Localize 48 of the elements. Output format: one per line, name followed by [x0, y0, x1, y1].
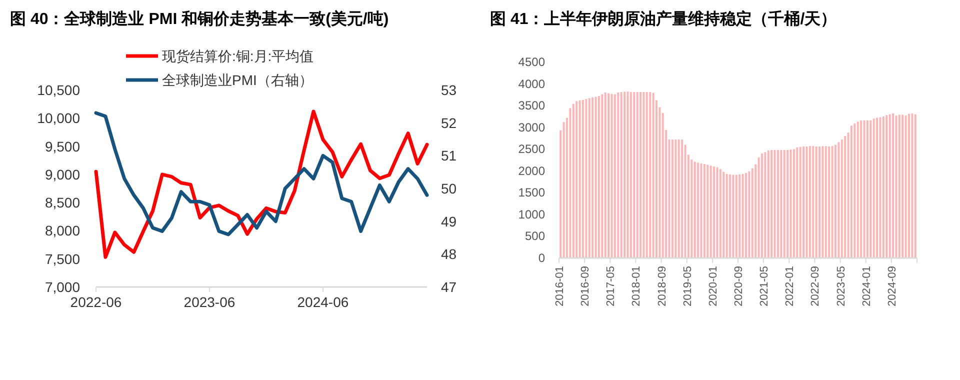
x-tick-label: 2022-01	[784, 266, 796, 306]
y2-tick-label: 52	[441, 114, 457, 131]
y-tick-label: 500	[524, 229, 546, 244]
y-tick-label: 1500	[518, 186, 546, 200]
y-tick-label: 0	[538, 251, 546, 265]
x-tick-label: 2020-01	[707, 266, 720, 306]
x-tick-label: 2018-01	[630, 266, 643, 306]
y-tick-label: 9,000	[44, 166, 80, 182]
y2-tick-label: 47	[441, 279, 457, 295]
x-tick-label: 2024-06	[297, 294, 349, 310]
y-tick-label: 2000	[518, 164, 546, 178]
chart-title: 图 41：上半年伊朗原油产量维持稳定（千桶/天）	[490, 9, 837, 28]
chart-title: 图 40：全球制造业 PMI 和铜价走势基本一致(美元/吨)	[10, 9, 389, 28]
x-tick-label: 2016-09	[580, 266, 592, 306]
x-tick-label: 2024-01	[860, 266, 873, 306]
y-tick-label: 3500	[518, 98, 546, 113]
y-tick-label: 4000	[518, 76, 546, 91]
y2-tick-label: 53	[441, 82, 457, 98]
y2-tick-label: 50	[441, 180, 457, 196]
x-tick-label: 2018-09	[656, 266, 668, 306]
y2-tick-label: 49	[441, 213, 457, 230]
y-tick-label: 1000	[518, 207, 546, 222]
x-tick-label: 2020-09	[733, 266, 745, 306]
y-tick-label: 7,000	[44, 279, 80, 295]
y2-tick-label: 48	[441, 246, 457, 262]
y-tick-label: 8,500	[44, 194, 80, 211]
x-tick-label: 2023-06	[184, 294, 236, 310]
y-tick-label: 9,500	[44, 138, 80, 154]
legend-label: 现货结算价:铜:月:平均值	[162, 48, 314, 64]
x-tick-label: 2022-09	[810, 266, 822, 306]
legend-label: 全球制造业PMI（右轴）	[162, 72, 313, 88]
y2-tick-label: 51	[441, 148, 457, 164]
line-series	[94, 110, 429, 259]
x-tick-label: 2022-06	[70, 294, 122, 310]
x-tick-label: 2021-05	[758, 266, 771, 306]
line-series	[94, 111, 429, 236]
y-tick-label: 7,500	[44, 250, 80, 267]
x-tick-label: 2016-01	[554, 266, 566, 306]
y-tick-label: 3000	[518, 120, 546, 134]
y-tick-label: 2500	[518, 142, 546, 156]
y-tick-label: 4500	[518, 55, 546, 69]
x-tick-label: 2024-09	[886, 266, 898, 306]
y-tick-label: 10,000	[37, 110, 80, 126]
x-tick-label: 2019-05	[682, 266, 694, 306]
y-tick-label: 10,500	[37, 82, 80, 98]
x-tick-label: 2023-05	[835, 266, 848, 306]
x-tick-label: 2017-05	[605, 266, 618, 306]
y-tick-label: 8,000	[44, 222, 80, 239]
